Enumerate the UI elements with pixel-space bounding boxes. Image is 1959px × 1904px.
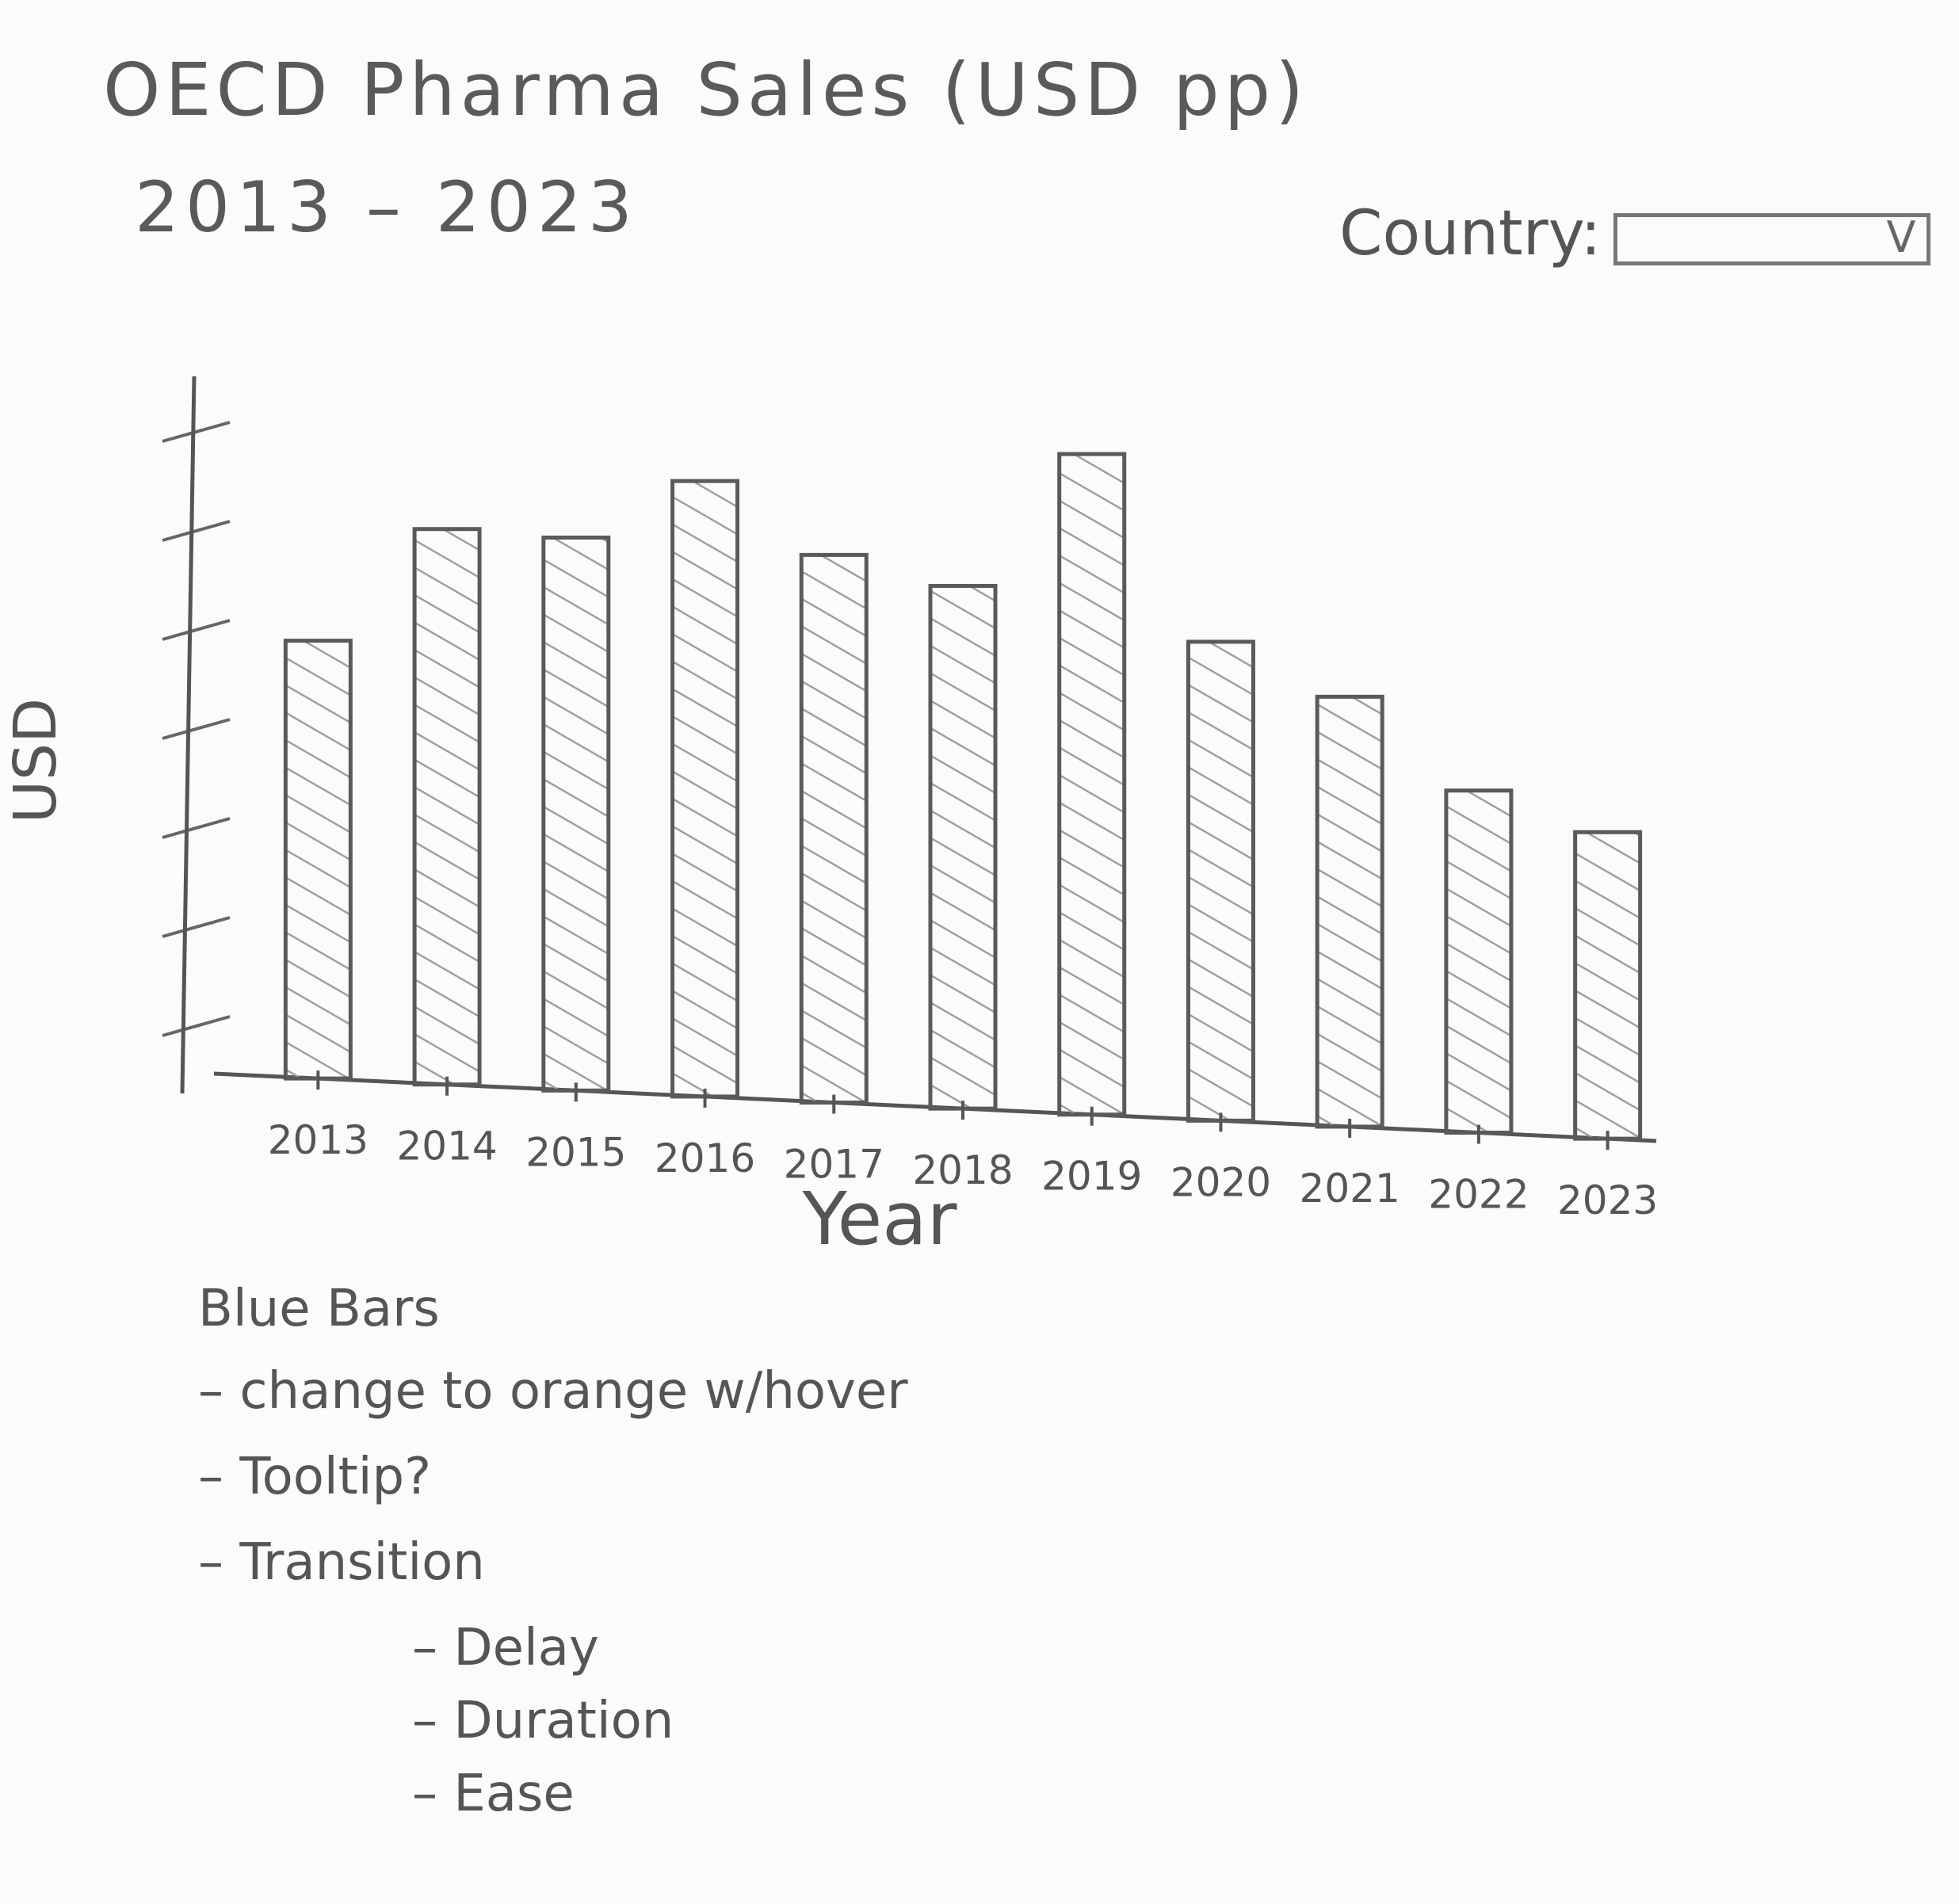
y-tick — [162, 817, 231, 839]
bar-2022[interactable] — [1444, 788, 1514, 1135]
design-notes: Blue Bars change to orange w/hover Toolt… — [198, 1284, 908, 1841]
chart-subtitle: 2013 – 2023 — [135, 166, 639, 248]
notes-heading: Blue Bars — [198, 1280, 440, 1338]
note-item: change to orange w/hover — [198, 1366, 907, 1417]
y-tick — [162, 1015, 231, 1037]
x-tick-labels: 2013 2014 2015 2016 2017 2018 2019 2020 2021 2022… — [268, 1070, 1658, 1223]
y-axis-ticks — [162, 421, 231, 1037]
y-tick — [162, 520, 231, 542]
x-tick-label: 2018 — [912, 1147, 1013, 1193]
bar-2018[interactable] — [928, 583, 998, 1111]
x-tick-label: 2015 — [525, 1129, 626, 1175]
bar-2019[interactable] — [1057, 452, 1127, 1117]
y-tick — [162, 421, 231, 443]
y-tick — [162, 619, 231, 641]
chevron-down-icon: V — [1886, 212, 1916, 262]
y-axis-label: USD — [2, 698, 70, 823]
country-label: Country: — [1339, 198, 1602, 269]
country-filter: Country: V — [1339, 198, 1931, 269]
note-item: Transition — [198, 1537, 908, 1588]
note-item: Tooltip? — [198, 1452, 908, 1502]
bar-2020[interactable] — [1186, 639, 1255, 1123]
y-axis — [180, 376, 197, 1094]
x-tick-label: 2016 — [655, 1135, 755, 1181]
note-sub-item: Duration — [412, 1696, 908, 1746]
bar-chart: 2013 2014 2015 2016 2017 2018 2019 2020 2021 2022… — [2, 376, 1658, 1261]
bar-2014[interactable] — [412, 527, 482, 1087]
country-select[interactable]: V — [1613, 212, 1931, 265]
note-sub-item: Ease — [412, 1769, 908, 1819]
bar-2023[interactable] — [1573, 830, 1643, 1141]
bar-2015[interactable] — [541, 535, 611, 1093]
x-tick-label: 2014 — [396, 1124, 497, 1169]
chart-title: OECD Pharma Sales (USD pp) — [103, 48, 1308, 132]
y-tick — [162, 718, 231, 740]
y-tick — [162, 916, 231, 938]
bar-2013[interactable] — [283, 639, 353, 1081]
x-axis-label: Year — [802, 1177, 957, 1261]
bar-2016[interactable] — [670, 479, 740, 1099]
bar-2021[interactable] — [1315, 694, 1384, 1129]
x-tick-label: 2019 — [1041, 1154, 1142, 1200]
x-tick-label: 2017 — [784, 1142, 884, 1188]
x-tick-label: 2023 — [1557, 1177, 1658, 1223]
x-tick-label: 2020 — [1170, 1159, 1271, 1205]
x-tick-label: 2022 — [1428, 1172, 1529, 1218]
x-tick-label: 2021 — [1300, 1166, 1400, 1211]
bar-2017[interactable] — [799, 552, 869, 1105]
note-sub-item: Delay — [412, 1623, 908, 1673]
x-tick-label: 2013 — [268, 1117, 369, 1163]
bars — [283, 452, 1643, 1141]
